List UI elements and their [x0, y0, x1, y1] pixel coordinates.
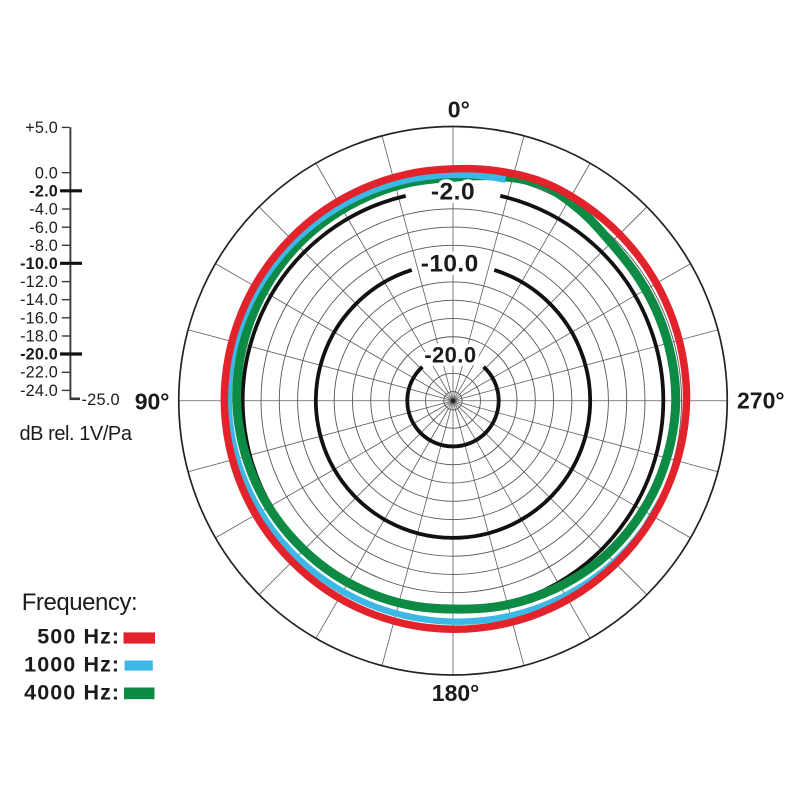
svg-text:-8.0: -8.0 [29, 237, 58, 255]
svg-text:-14.0: -14.0 [20, 291, 58, 309]
svg-text:270°: 270° [737, 388, 785, 414]
svg-text:-16.0: -16.0 [20, 309, 58, 327]
svg-text:-20.0: -20.0 [424, 343, 476, 368]
svg-text:0°: 0° [448, 97, 470, 123]
svg-text:-2.0: -2.0 [29, 182, 58, 200]
svg-text:-12.0: -12.0 [20, 273, 58, 291]
svg-text:+5.0: +5.0 [25, 119, 58, 137]
svg-text:-25.0: -25.0 [82, 391, 120, 409]
svg-text:-24.0: -24.0 [20, 382, 58, 400]
svg-text:-10.0: -10.0 [20, 255, 58, 273]
svg-text:Frequency:: Frequency: [22, 589, 138, 616]
svg-text:-6.0: -6.0 [29, 219, 58, 237]
svg-text:-20.0: -20.0 [20, 346, 58, 364]
svg-text:1000 Hz:: 1000 Hz: [24, 653, 120, 677]
svg-text:-18.0: -18.0 [20, 328, 58, 346]
svg-text:dB rel. 1V/Pa: dB rel. 1V/Pa [20, 423, 133, 445]
svg-text:-10.0: -10.0 [421, 251, 479, 278]
svg-text:500 Hz:: 500 Hz: [37, 625, 120, 649]
svg-text:-4.0: -4.0 [29, 201, 58, 219]
svg-text:0.0: 0.0 [35, 164, 58, 182]
svg-text:90°: 90° [135, 389, 170, 415]
svg-text:-22.0: -22.0 [20, 364, 58, 382]
svg-text:180°: 180° [432, 680, 480, 706]
svg-text:4000 Hz:: 4000 Hz: [24, 681, 120, 705]
svg-text:-2.0: -2.0 [431, 178, 475, 205]
